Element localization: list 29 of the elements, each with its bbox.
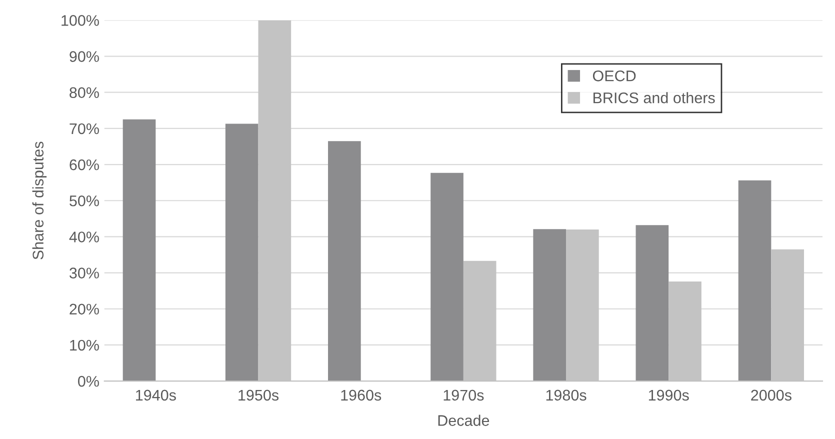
bar bbox=[430, 172, 464, 382]
bar bbox=[636, 225, 669, 382]
bar bbox=[738, 180, 772, 382]
x-tick-label: 1960s bbox=[341, 390, 382, 401]
y-tick-label: 20% bbox=[70, 304, 99, 315]
x-tick-label: 1980s bbox=[546, 390, 586, 401]
x-tick-label: 1970s bbox=[444, 390, 484, 401]
bar bbox=[533, 229, 566, 382]
legend-label: OECD bbox=[592, 70, 636, 82]
y-tick-label: 60% bbox=[70, 159, 99, 170]
x-axis-title: Decade bbox=[438, 414, 490, 426]
x-tick-label: 1950s bbox=[238, 390, 279, 401]
y-tick-label: 0% bbox=[78, 376, 99, 387]
y-axis-title: Share of disputes bbox=[32, 142, 47, 260]
y-tick-label: 30% bbox=[70, 268, 99, 278]
y-tick-label: 70% bbox=[70, 123, 99, 134]
y-tick-label: 40% bbox=[69, 232, 99, 242]
x-tick-label: 1990s bbox=[648, 390, 689, 401]
x-tick-label: 2000s bbox=[751, 390, 792, 401]
y-tick-label: 90% bbox=[70, 51, 99, 62]
y-tick-label: 10% bbox=[70, 340, 99, 351]
y-tick-label: 80% bbox=[70, 87, 99, 98]
y-tick-label: 100% bbox=[62, 15, 99, 26]
bar bbox=[225, 124, 258, 382]
bar bbox=[328, 141, 361, 382]
legend-label: BRICS and others bbox=[594, 92, 715, 104]
bar bbox=[122, 119, 156, 382]
y-tick-label: 50% bbox=[70, 195, 99, 206]
x-tick-label: 1940s bbox=[136, 390, 176, 401]
